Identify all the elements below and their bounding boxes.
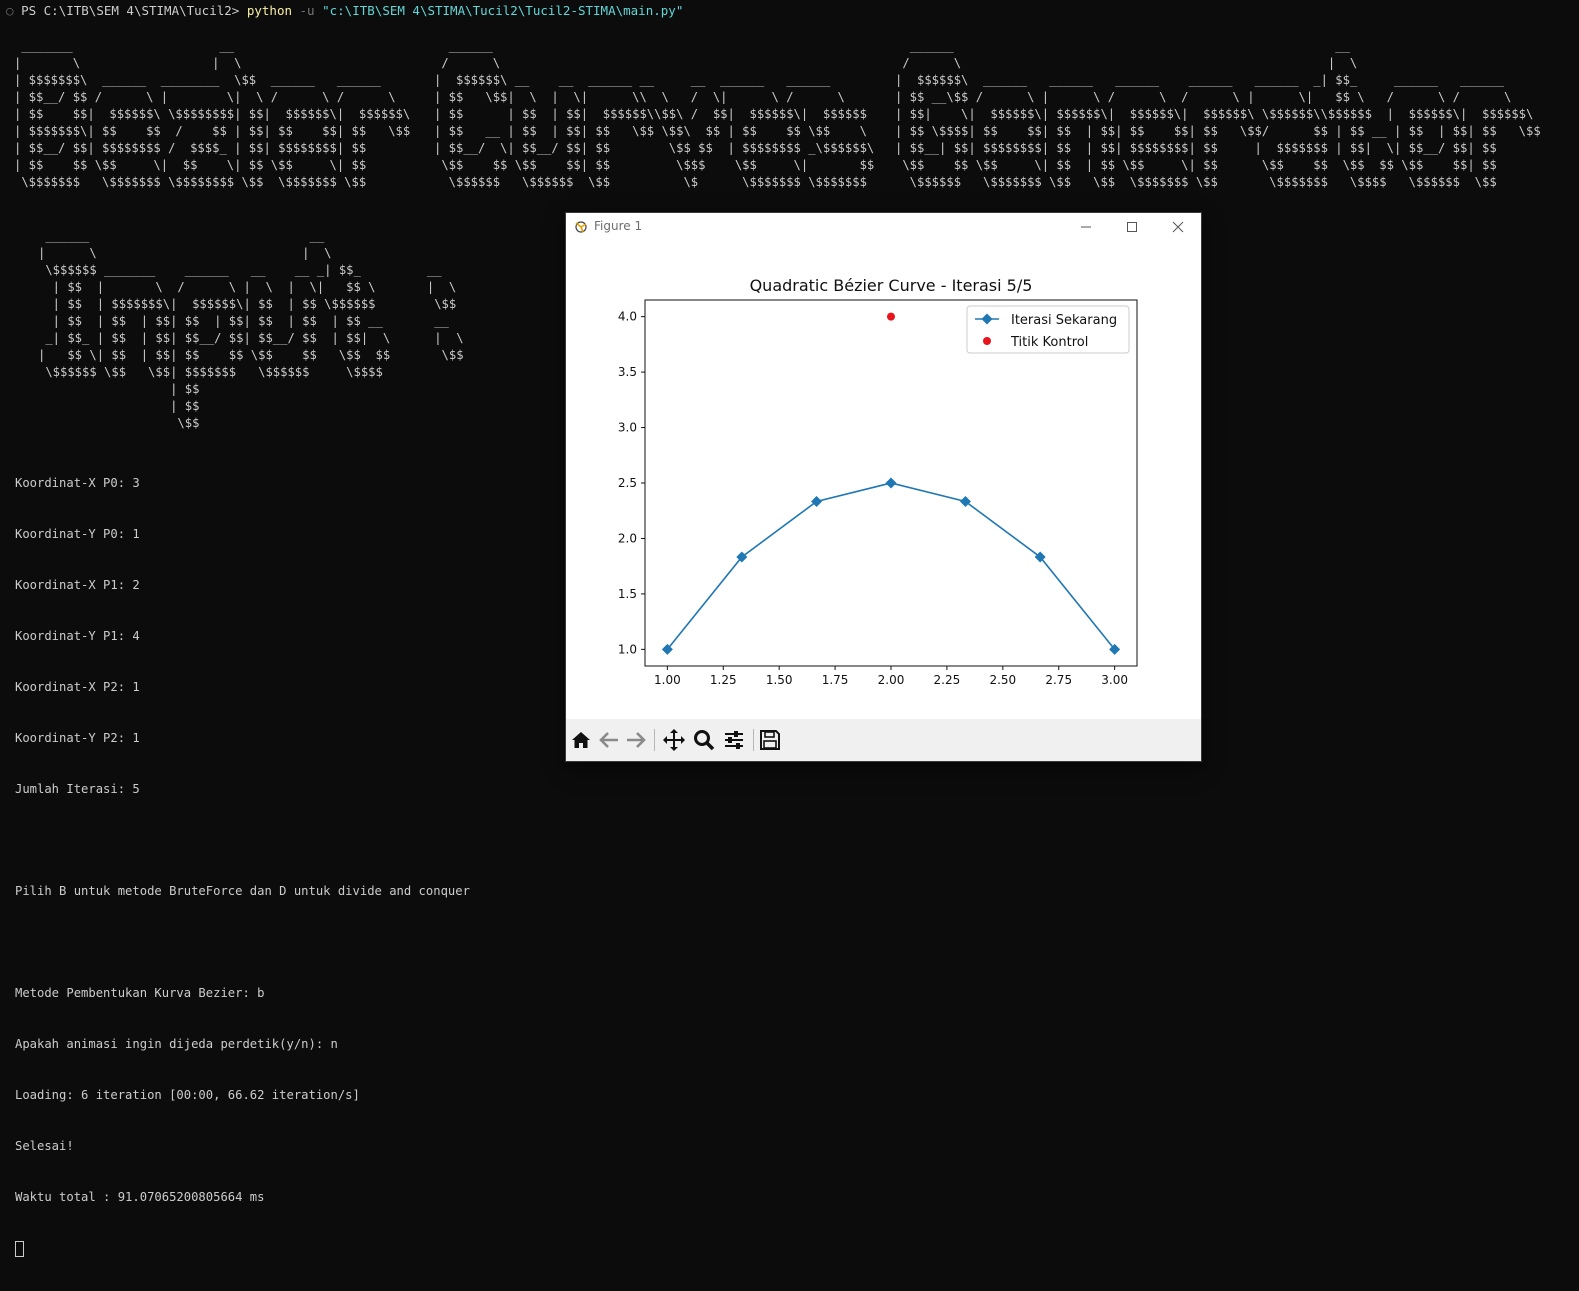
x-tick-label: 2.75 (1045, 673, 1072, 687)
data-point-diamond (811, 496, 823, 508)
close-icon (1172, 221, 1184, 233)
arrow-left-icon (599, 732, 618, 748)
x-tick-label: 2.00 (878, 673, 905, 687)
sliders-icon (725, 731, 743, 749)
legend-label: Titik Kontrol (1010, 335, 1088, 350)
back-button[interactable] (596, 727, 622, 753)
figure-toolbar (566, 719, 1201, 761)
plot-canvas[interactable]: Quadratic Bézier Curve - Iterasi 5/5 1.00… (566, 241, 1201, 719)
close-button[interactable] (1155, 213, 1201, 241)
output-line: Koordinat-Y P0: 1 (15, 527, 140, 541)
bezier-chart: Quadratic Bézier Curve - Iterasi 5/5 1.00… (618, 276, 1138, 687)
data-point-diamond (959, 496, 971, 508)
input-line[interactable] (15, 1240, 470, 1257)
prompt-line: ○ PS C:\ITB\SEM 4\STIMA\Tucil2> python -… (6, 3, 683, 18)
data-point-diamond (1034, 551, 1046, 563)
legend-box (966, 305, 1130, 354)
figure-window[interactable]: Figure 1 Quadratic Bézier Curve - Iteras… (565, 212, 1202, 762)
x-tick-label: 1.75 (822, 673, 849, 687)
minimize-icon (1081, 226, 1091, 228)
x-tick-label: 1.50 (766, 673, 793, 687)
toolbar-separator (753, 729, 754, 751)
forward-button[interactable] (623, 727, 649, 753)
arrow-right-icon (627, 732, 646, 748)
y-tick-label: 3.0 (618, 421, 637, 435)
y-tick-label: 2.0 (618, 531, 637, 545)
output-line: Koordinat-Y P2: 1 (15, 731, 140, 745)
y-tick-label: 4.0 (618, 310, 637, 324)
matplotlib-app-icon (575, 221, 587, 233)
data-point-diamond (885, 477, 897, 489)
pan-button[interactable] (661, 727, 687, 753)
save-button[interactable] (757, 727, 783, 753)
ascii-banner-input: ______ __ | \ | \ \$$$$$$ _______ ______… (38, 229, 464, 430)
output-line: Koordinat-X P2: 1 (15, 680, 140, 694)
home-button[interactable] (568, 727, 594, 753)
text-cursor (15, 1240, 24, 1257)
maximize-button[interactable] (1109, 213, 1155, 241)
output-line: Koordinat-Y P1: 4 (15, 629, 140, 643)
terminal-output: Koordinat-X P0: 3 Koordinat-Y P0: 1 Koor… (15, 441, 470, 1291)
move-icon (663, 729, 685, 751)
output-line: Metode Pembentukan Kurva Bezier: b (15, 986, 265, 1000)
legend-marker-diamond (981, 313, 993, 325)
legend-label: Iterasi Sekarang (1011, 313, 1117, 328)
y-tick-label: 3.5 (618, 365, 637, 379)
magnifier-icon (694, 730, 715, 751)
output-line: Apakah animasi ingin dijeda perdetik(y/n… (15, 1037, 338, 1051)
y-tick-label: 1.5 (618, 587, 637, 601)
command-name: python (246, 3, 292, 18)
x-tick-label: 1.25 (710, 673, 737, 687)
legend-marker-circle (983, 337, 991, 345)
output-line: Waktu total : 91.07065200805664 ms (15, 1190, 265, 1204)
ascii-banner-bezier: _______ __ | \ | \ | $$$$$$$\ ______ ___… (14, 39, 411, 189)
y-tick-label: 2.5 (618, 476, 637, 490)
figure-window-title: Figure 1 (594, 219, 643, 233)
command-argument: "c:\ITB\SEM 4\STIMA\Tucil2\Tucil2-STIMA\… (322, 3, 684, 18)
figure-titlebar[interactable]: Figure 1 (566, 213, 1201, 241)
minimize-button[interactable] (1063, 213, 1109, 241)
x-tick-label: 2.25 (934, 673, 961, 687)
x-tick-label: 2.50 (989, 673, 1016, 687)
y-tick-label: 1.0 (618, 642, 637, 656)
floppy-disk-icon (760, 730, 780, 750)
maximize-icon (1127, 222, 1137, 232)
output-line: Selesai! (15, 1139, 74, 1153)
chart-title: Quadratic Bézier Curve - Iterasi 5/5 (750, 276, 1033, 295)
zoom-button[interactable] (691, 727, 717, 753)
output-line (15, 934, 470, 951)
prompt-status-icon: ○ (6, 3, 14, 18)
command-flag: -u (292, 3, 323, 18)
data-point-diamond (1109, 643, 1121, 655)
control-point (887, 312, 895, 321)
x-tick-label: 1.00 (654, 673, 681, 687)
configure-subplots-button[interactable] (721, 727, 747, 753)
prompt-path: PS C:\ITB\SEM 4\STIMA\Tucil2> (21, 3, 247, 18)
x-tick-label: 3.00 (1101, 673, 1128, 687)
output-line: Pilih B untuk metode BruteForce dan D un… (15, 884, 470, 898)
output-line: Jumlah Iterasi: 5 (15, 782, 140, 796)
ascii-banner-curve: ______ / \ | $$$$$$\ __ __ ______ __ __ … (434, 39, 875, 189)
ascii-banner-generator: ______ __ / \ | \ | $$$$$$\ ______ _____… (895, 39, 1541, 189)
series-line-iterasi (666, 482, 1116, 650)
toolbar-separator (654, 729, 655, 751)
home-icon (572, 732, 590, 748)
output-line (15, 832, 470, 849)
data-point-diamond (661, 643, 673, 655)
output-line: Koordinat-X P1: 2 (15, 578, 140, 592)
output-line: Loading: 6 iteration [00:00, 66.62 itera… (15, 1088, 360, 1102)
data-point-diamond (736, 551, 748, 563)
output-line: Koordinat-X P0: 3 (15, 476, 140, 490)
